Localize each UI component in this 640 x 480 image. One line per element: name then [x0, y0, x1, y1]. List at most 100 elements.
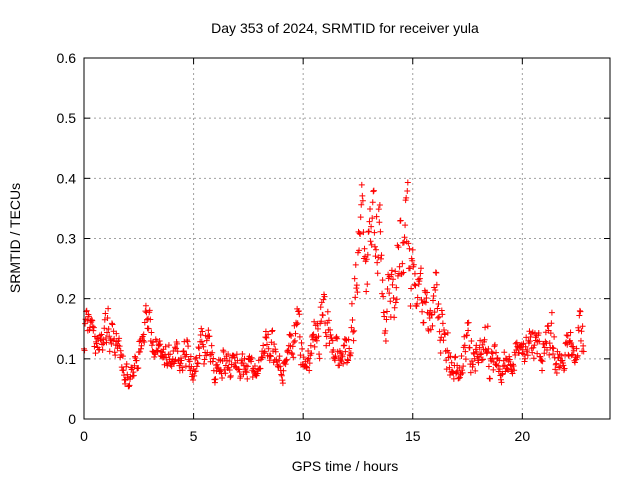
data-point: [400, 239, 407, 246]
data-point: [463, 332, 470, 339]
data-point: [177, 360, 184, 367]
data-point: [511, 367, 518, 374]
data-point: [506, 353, 513, 360]
data-point: [364, 251, 371, 258]
data-point: [545, 322, 552, 329]
axis-ticks: [83, 57, 610, 420]
data-point: [524, 346, 531, 353]
data-point: [272, 348, 279, 355]
data-point: [409, 246, 416, 253]
data-point: [577, 308, 584, 315]
data-point: [467, 369, 474, 376]
data-point: [269, 327, 276, 334]
data-point: [277, 363, 284, 370]
data-point: [441, 330, 448, 337]
data-point: [564, 332, 571, 339]
data-point: [512, 351, 519, 358]
data-point: [331, 357, 338, 364]
data-point: [268, 328, 275, 335]
data-point: [117, 347, 124, 354]
data-point: [351, 327, 358, 334]
data-point: [280, 367, 287, 374]
data-point: [233, 351, 240, 358]
data-point: [504, 365, 511, 372]
data-point: [456, 374, 463, 381]
data-point: [573, 345, 580, 352]
data-point: [569, 351, 576, 358]
data-point: [81, 347, 88, 354]
data-point: [490, 366, 497, 373]
data-point: [478, 350, 485, 357]
data-point: [571, 359, 578, 366]
data-point: [317, 304, 324, 311]
data-point: [147, 316, 154, 323]
y-axis-title: SRMTID / TECUs: [7, 183, 23, 293]
data-point: [200, 360, 207, 367]
data-point: [324, 308, 331, 315]
data-point: [350, 337, 357, 344]
data-point: [387, 298, 394, 305]
data-point: [416, 275, 423, 282]
data-point: [356, 230, 363, 237]
data-point: [455, 375, 462, 382]
data-point: [185, 343, 192, 350]
data-point: [417, 270, 424, 277]
data-point: [283, 357, 290, 364]
data-point: [477, 351, 484, 358]
data-point: [187, 353, 194, 360]
data-point: [366, 218, 373, 225]
data-point: [446, 364, 453, 371]
data-point: [122, 380, 129, 387]
data-point: [357, 214, 364, 221]
data-point: [423, 294, 430, 301]
data-point: [112, 352, 119, 359]
data-point: [438, 307, 445, 314]
data-point: [90, 324, 97, 331]
data-point: [485, 363, 492, 370]
data-point: [416, 278, 423, 285]
data-point: [294, 320, 301, 327]
data-point: [447, 372, 454, 379]
data-point: [151, 354, 158, 361]
data-point: [475, 359, 482, 366]
data-point: [358, 201, 365, 208]
data-point: [427, 326, 434, 333]
data-point: [395, 244, 402, 251]
data-point: [289, 343, 296, 350]
data-point: [522, 343, 529, 350]
data-point: [167, 351, 174, 358]
data-point: [548, 320, 555, 327]
data-point: [306, 360, 313, 367]
data-point: [423, 289, 430, 296]
data-point: [388, 271, 395, 278]
data-point: [140, 331, 147, 338]
data-point: [148, 329, 155, 336]
data-point: [120, 372, 127, 379]
data-point: [420, 319, 427, 326]
data-point: [131, 353, 138, 360]
data-point: [103, 339, 110, 346]
data-point: [254, 370, 261, 377]
data-point: [214, 364, 221, 371]
data-point: [510, 363, 517, 370]
data-point: [433, 269, 440, 276]
data-point: [491, 341, 498, 348]
data-point: [439, 320, 446, 327]
data-point: [306, 367, 313, 374]
data-point: [196, 345, 203, 352]
data-point: [509, 370, 516, 377]
data-point: [198, 325, 205, 332]
data-point: [564, 341, 571, 348]
data-point: [243, 369, 250, 376]
data-point: [359, 192, 366, 199]
data-point: [556, 364, 563, 371]
data-point: [311, 343, 318, 350]
data-point: [580, 342, 587, 349]
data-point: [201, 356, 208, 363]
data-point: [146, 307, 153, 314]
data-point: [487, 375, 494, 382]
data-point: [219, 375, 226, 382]
data-point: [489, 355, 496, 362]
data-point: [327, 331, 334, 338]
data-point: [261, 348, 268, 355]
